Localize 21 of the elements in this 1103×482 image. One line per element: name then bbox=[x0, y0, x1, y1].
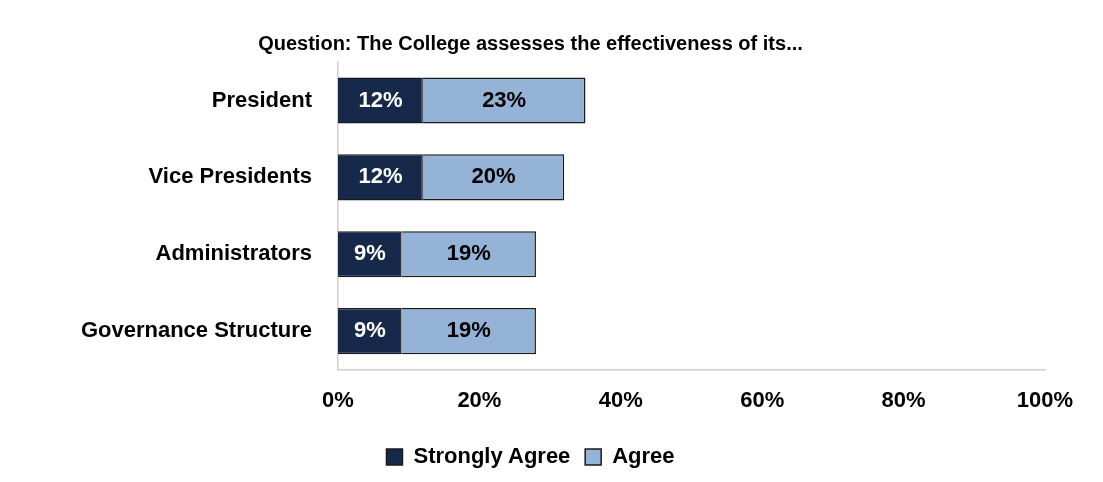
x-tick-label: 80% bbox=[881, 386, 926, 412]
legend-label: Strongly Agree bbox=[413, 443, 571, 469]
data-label: 9% bbox=[353, 317, 386, 343]
data-label: 12% bbox=[358, 163, 403, 189]
x-tick-label: 60% bbox=[740, 386, 785, 412]
y-tick-label: President bbox=[211, 86, 313, 112]
x-tick-label: 40% bbox=[598, 386, 643, 412]
data-label: 23% bbox=[482, 86, 527, 112]
y-tick-label: Governance Structure bbox=[80, 317, 312, 343]
data-label: 12% bbox=[358, 86, 403, 112]
data-label: 20% bbox=[471, 163, 516, 189]
data-label: 19% bbox=[446, 240, 491, 266]
y-tick-label: Administrators bbox=[155, 240, 312, 266]
x-tick-label: 20% bbox=[457, 386, 502, 412]
y-tick-label: Vice Presidents bbox=[148, 163, 312, 189]
x-tick-label: 100% bbox=[1016, 386, 1074, 412]
chart-title: Question: The College assesses the effectiveness of its... bbox=[258, 31, 803, 54]
data-label: 9% bbox=[353, 240, 386, 266]
x-tick-label: 0% bbox=[322, 386, 354, 412]
legend-label: Agree bbox=[612, 443, 675, 469]
data-label: 19% bbox=[446, 317, 491, 343]
